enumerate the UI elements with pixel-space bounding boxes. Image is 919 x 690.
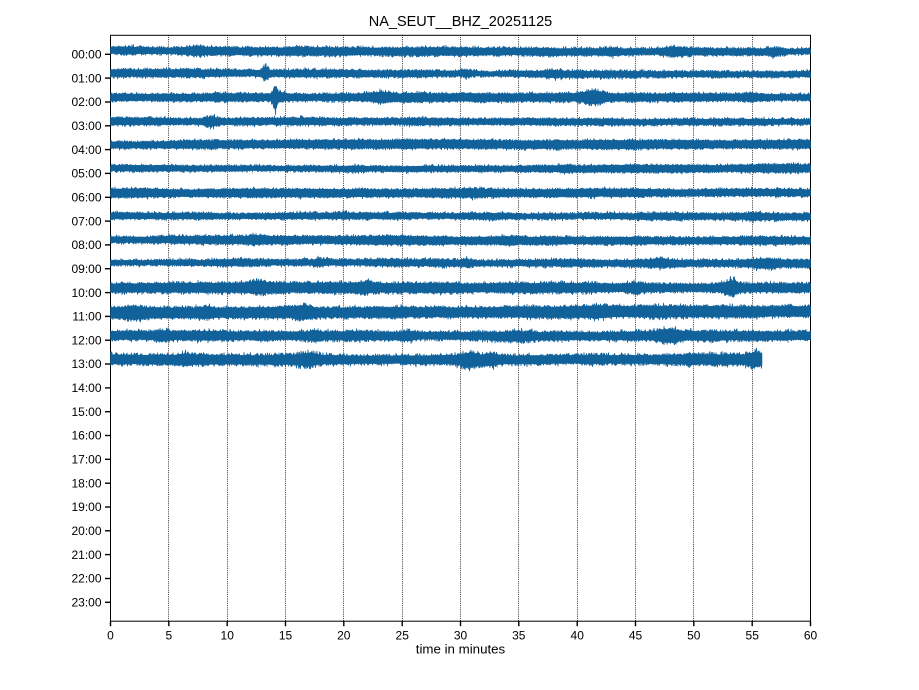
svg-text:13:00: 13:00 xyxy=(71,357,101,371)
svg-text:55: 55 xyxy=(746,628,760,642)
svg-text:30: 30 xyxy=(454,628,468,642)
svg-text:15:00: 15:00 xyxy=(71,405,101,419)
svg-text:50: 50 xyxy=(687,628,701,642)
svg-text:01:00: 01:00 xyxy=(71,71,101,85)
svg-text:45: 45 xyxy=(629,628,643,642)
svg-text:12:00: 12:00 xyxy=(71,333,101,347)
svg-text:10:00: 10:00 xyxy=(71,286,101,300)
svg-text:23:00: 23:00 xyxy=(71,596,101,610)
svg-text:time in minutes: time in minutes xyxy=(416,642,506,657)
svg-text:11:00: 11:00 xyxy=(72,310,101,324)
svg-text:35: 35 xyxy=(512,628,526,642)
svg-text:40: 40 xyxy=(571,628,585,642)
svg-text:20: 20 xyxy=(337,628,351,642)
svg-text:22:00: 22:00 xyxy=(71,572,101,586)
svg-text:03:00: 03:00 xyxy=(71,119,101,133)
svg-text:15: 15 xyxy=(279,628,293,642)
svg-text:0: 0 xyxy=(107,628,114,642)
svg-text:17:00: 17:00 xyxy=(71,453,101,467)
svg-text:09:00: 09:00 xyxy=(71,262,101,276)
svg-text:5: 5 xyxy=(165,628,172,642)
svg-text:60: 60 xyxy=(804,628,818,642)
svg-text:07:00: 07:00 xyxy=(71,214,101,228)
svg-text:05:00: 05:00 xyxy=(71,167,101,181)
svg-text:02:00: 02:00 xyxy=(71,95,101,109)
svg-text:21:00: 21:00 xyxy=(71,548,101,562)
svg-text:18:00: 18:00 xyxy=(71,476,101,490)
svg-text:19:00: 19:00 xyxy=(71,500,101,514)
svg-text:04:00: 04:00 xyxy=(71,143,101,157)
svg-text:10: 10 xyxy=(221,628,235,642)
svg-text:25: 25 xyxy=(396,628,410,642)
svg-text:14:00: 14:00 xyxy=(71,381,101,395)
svg-text:00:00: 00:00 xyxy=(71,48,101,62)
svg-text:08:00: 08:00 xyxy=(71,238,101,252)
svg-text:16:00: 16:00 xyxy=(71,429,101,443)
svg-text:06:00: 06:00 xyxy=(71,191,101,205)
svg-text:NA_SEUT__BHZ_20251125: NA_SEUT__BHZ_20251125 xyxy=(369,14,553,30)
svg-text:20:00: 20:00 xyxy=(71,524,101,538)
